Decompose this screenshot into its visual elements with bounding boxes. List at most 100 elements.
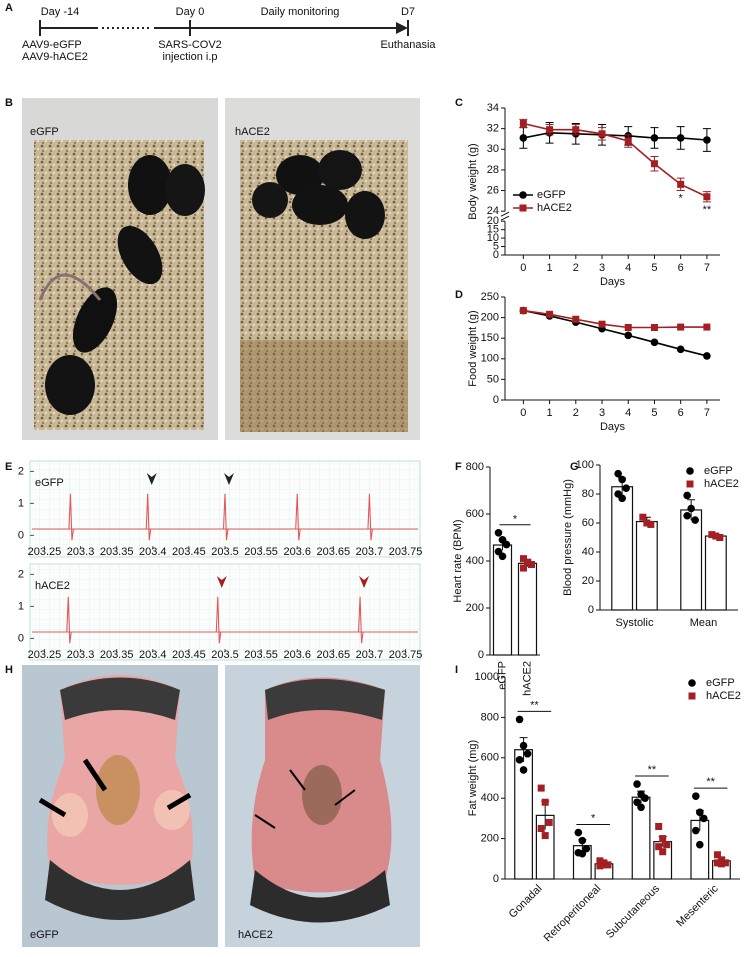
timeline-span-label: Daily monitoring bbox=[261, 6, 340, 18]
x-tick-label: 203.7 bbox=[356, 546, 384, 558]
y-tick-label: 400 bbox=[481, 792, 499, 804]
y-tick-label: 2 bbox=[18, 568, 24, 580]
data-point bbox=[650, 338, 659, 347]
x-tick-label: Subcutaneous bbox=[604, 882, 663, 941]
timeline-bottom-label: Euthanasia bbox=[380, 39, 436, 51]
x-tick-label: 2 bbox=[573, 262, 579, 274]
ecg-beat bbox=[364, 493, 375, 541]
data-point bbox=[637, 803, 645, 812]
annotation: ** bbox=[703, 204, 712, 216]
data-point bbox=[537, 784, 545, 792]
x-tick-label: Systolic bbox=[616, 617, 654, 629]
photo-b-hace2 bbox=[225, 98, 420, 440]
x-tick-label: 203.3 bbox=[67, 546, 95, 558]
data-point bbox=[717, 860, 725, 868]
photo-label: eGFP bbox=[30, 126, 59, 138]
legend-marker bbox=[686, 467, 694, 475]
ecg-beat bbox=[355, 596, 366, 644]
x-tick-label: Gonadal bbox=[507, 883, 545, 921]
data-point bbox=[519, 119, 527, 127]
ecg-beat bbox=[220, 493, 230, 541]
ecg-arrowhead bbox=[359, 576, 370, 588]
y-tick-label: 20 bbox=[487, 215, 499, 227]
panel-label: E bbox=[5, 461, 12, 473]
data-point bbox=[676, 345, 685, 354]
data-point bbox=[596, 857, 604, 865]
data-point bbox=[696, 808, 704, 817]
data-point bbox=[655, 843, 663, 851]
y-axis-label: Food weight (g) bbox=[467, 310, 479, 386]
legend-marker bbox=[688, 679, 696, 687]
panel-label: F bbox=[455, 461, 462, 473]
y-tick-label: 600 bbox=[466, 508, 484, 520]
x-tick-label: 4 bbox=[625, 262, 631, 274]
significance-label: * bbox=[591, 812, 596, 824]
x-tick-label: 203.55 bbox=[244, 649, 278, 661]
data-point bbox=[659, 835, 667, 843]
ecg-arrowhead bbox=[216, 576, 227, 588]
data-point bbox=[641, 794, 649, 802]
data-point bbox=[524, 558, 531, 566]
y-tick-label: 28 bbox=[487, 164, 499, 176]
x-tick-label: hACE2 bbox=[521, 661, 533, 696]
data-point bbox=[633, 780, 641, 788]
photo-h-egfp bbox=[22, 665, 218, 947]
y-tick-label: 0 bbox=[588, 604, 594, 616]
y-tick-label: 26 bbox=[487, 184, 499, 196]
legend-label: hACE2 bbox=[704, 478, 739, 490]
data-point bbox=[515, 756, 524, 764]
annotation: * bbox=[679, 192, 684, 204]
data-point bbox=[650, 323, 658, 331]
y-tick-label: 0 bbox=[478, 649, 484, 661]
y-tick-label: 40 bbox=[582, 546, 594, 558]
x-tick-label: 203.6 bbox=[283, 546, 311, 558]
data-point bbox=[578, 836, 587, 845]
x-tick-label: 5 bbox=[651, 407, 657, 419]
legend-marker bbox=[686, 480, 694, 488]
ecg-beat bbox=[63, 596, 74, 644]
x-tick-label: 3 bbox=[599, 262, 605, 274]
x-tick-label: Retroperitoneal bbox=[542, 883, 604, 945]
data-point bbox=[572, 126, 580, 134]
data-point bbox=[692, 826, 700, 835]
data-point bbox=[520, 555, 527, 563]
data-point bbox=[519, 307, 527, 315]
series-line bbox=[523, 309, 707, 329]
x-tick-label: 203.65 bbox=[317, 649, 351, 661]
data-point bbox=[600, 861, 608, 869]
data-point bbox=[691, 516, 699, 524]
y-tick-label: 0 bbox=[493, 873, 499, 885]
photo-label: hACE2 bbox=[235, 126, 270, 138]
data-point bbox=[618, 475, 626, 484]
y-tick-label: 30 bbox=[487, 143, 499, 155]
data-point bbox=[519, 741, 528, 750]
data-point bbox=[721, 859, 729, 867]
series-line bbox=[523, 122, 708, 198]
legend-label: hACE2 bbox=[537, 202, 572, 214]
panel-label: G bbox=[570, 461, 579, 473]
panel-label: C bbox=[455, 97, 463, 109]
y-tick-label: 50 bbox=[487, 373, 499, 385]
legend-label: eGFP bbox=[704, 465, 733, 477]
data-point bbox=[598, 130, 606, 138]
legend-marker bbox=[519, 204, 527, 212]
y-tick-label: 200 bbox=[481, 833, 499, 845]
data-point bbox=[650, 134, 659, 142]
x-tick-label: 7 bbox=[704, 262, 710, 274]
significance-label: * bbox=[513, 514, 518, 526]
y-tick-label: 10 bbox=[487, 232, 499, 244]
x-tick-label: 203.3 bbox=[67, 649, 95, 661]
data-point bbox=[647, 520, 655, 528]
x-tick-label: 4 bbox=[625, 407, 631, 419]
data-point bbox=[716, 534, 724, 541]
data-point bbox=[604, 861, 612, 869]
data-point bbox=[683, 491, 691, 500]
data-point bbox=[687, 504, 695, 513]
significance-label: ** bbox=[648, 764, 657, 776]
x-tick-label: 203.25 bbox=[28, 649, 62, 661]
data-point bbox=[519, 766, 528, 774]
timeline-top-label: D7 bbox=[401, 6, 415, 18]
x-axis-label: Days bbox=[600, 276, 626, 288]
x-tick-label: 203.5 bbox=[211, 546, 239, 558]
